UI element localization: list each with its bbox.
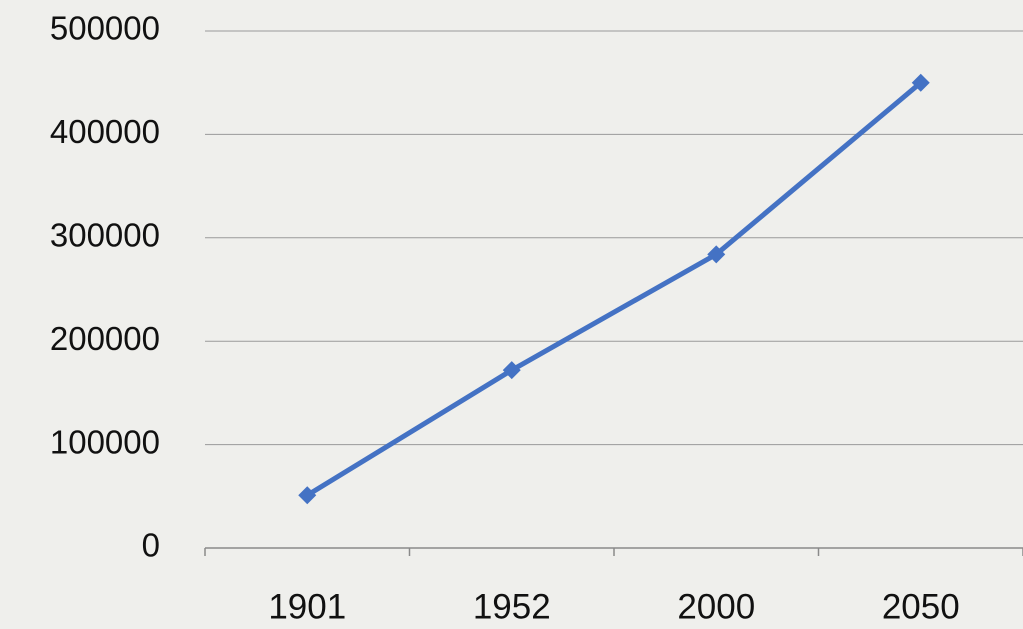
- x-tick-label: 2050: [882, 587, 960, 626]
- page: 0 100000 200000 300000 400000 500000 1901 1952 2…: [0, 0, 1023, 629]
- x-tick-label: 2000: [677, 587, 755, 626]
- chart: 0 100000 200000 300000 400000 500000 1901 1952 2…: [0, 0, 1023, 629]
- y-tick-label: 200000: [50, 320, 160, 357]
- y-tick-label: 100000: [50, 423, 160, 460]
- y-tick-label: 500000: [50, 10, 160, 47]
- y-tick-label: 400000: [50, 113, 160, 150]
- y-tick-label: 300000: [50, 217, 160, 254]
- x-tick-label: 1952: [473, 587, 551, 626]
- x-tick-label: 1901: [268, 587, 346, 626]
- y-tick-label: 0: [142, 527, 160, 564]
